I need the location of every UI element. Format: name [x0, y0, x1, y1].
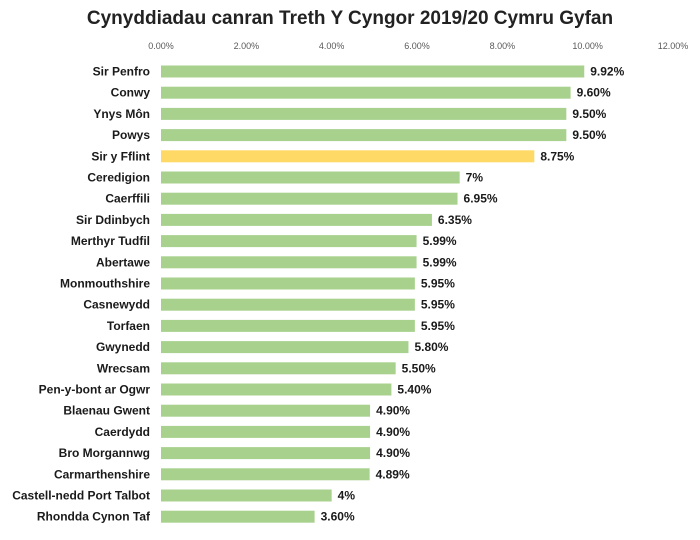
category-label: Pen-y-bont ar Ogwr [39, 383, 151, 397]
data-label: 8.75% [540, 149, 574, 163]
category-label: Rhondda Cynon Taf [37, 510, 151, 524]
category-label: Casnewydd [83, 298, 150, 312]
category-label: Caerffili [105, 192, 150, 206]
data-label: 7% [466, 171, 484, 185]
bar [161, 107, 567, 120]
category-label: Powys [112, 128, 150, 142]
category-label: Castell-nedd Port Talbot [12, 489, 150, 503]
data-label: 4.90% [376, 446, 410, 460]
data-label: 5.50% [402, 361, 436, 375]
category-label: Bro Morgannwg [59, 446, 150, 460]
x-tick-label: 10.00% [572, 41, 603, 51]
data-label: 5.95% [421, 277, 455, 291]
category-label: Blaenau Gwent [63, 404, 150, 418]
data-label: 5.80% [414, 340, 448, 354]
category-label: Abertawe [96, 255, 150, 269]
category-label: Gwynedd [96, 340, 150, 354]
data-label: 9.50% [572, 128, 606, 142]
category-label: Torfaen [107, 319, 150, 333]
bar [161, 383, 392, 396]
category-label: Merthyr Tudfil [71, 234, 150, 248]
data-label: 6.95% [464, 192, 498, 206]
bar [161, 150, 535, 163]
bar [161, 129, 567, 142]
x-tick-label: 6.00% [404, 41, 430, 51]
bar [161, 65, 585, 78]
x-tick-label: 4.00% [319, 41, 345, 51]
bar [161, 192, 458, 205]
bar [161, 447, 371, 460]
bar [161, 171, 460, 184]
data-label: 6.35% [438, 213, 472, 227]
bar [161, 277, 415, 290]
bar [161, 489, 332, 502]
bar [161, 362, 396, 375]
data-label: 4% [338, 489, 356, 503]
data-label: 5.95% [421, 298, 455, 312]
bar [161, 319, 415, 332]
data-label: 5.95% [421, 319, 455, 333]
data-label: 5.99% [423, 255, 457, 269]
data-label: 9.50% [572, 107, 606, 121]
category-label: Sir y Fflint [91, 149, 150, 163]
x-tick-label: 8.00% [490, 41, 516, 51]
category-label: Conwy [111, 86, 151, 100]
bar [161, 86, 571, 99]
data-label: 9.60% [577, 86, 611, 100]
category-label: Monmouthshire [60, 277, 150, 291]
bar [161, 256, 417, 269]
bar [161, 298, 415, 311]
x-tick-label: 2.00% [234, 41, 260, 51]
category-label: Caerdydd [95, 425, 150, 439]
category-label: Sir Penfro [93, 65, 150, 79]
category-label: Wrecsam [97, 361, 150, 375]
bar [161, 425, 371, 438]
data-label: 9.92% [590, 65, 624, 79]
bar [161, 235, 417, 248]
bar [161, 404, 371, 417]
data-label: 4.90% [376, 425, 410, 439]
bar [161, 341, 409, 354]
bar [161, 510, 315, 523]
chart-title: Cynyddiadau canran Treth Y Cyngor 2019/2… [86, 8, 614, 29]
category-label: Carmarthenshire [54, 467, 150, 481]
data-label: 5.40% [397, 383, 431, 397]
category-label: Ceredigion [87, 171, 150, 185]
category-label: Ynys Môn [93, 107, 150, 121]
x-tick-label: 12.00% [658, 41, 689, 51]
x-tick-label: 0.00% [148, 41, 174, 51]
data-label: 3.60% [321, 510, 355, 524]
category-label: Sir Ddinbych [76, 213, 150, 227]
data-label: 4.89% [376, 467, 410, 481]
data-label: 4.90% [376, 404, 410, 418]
bar [161, 468, 370, 481]
data-label: 5.99% [423, 234, 457, 248]
bar [161, 213, 432, 226]
